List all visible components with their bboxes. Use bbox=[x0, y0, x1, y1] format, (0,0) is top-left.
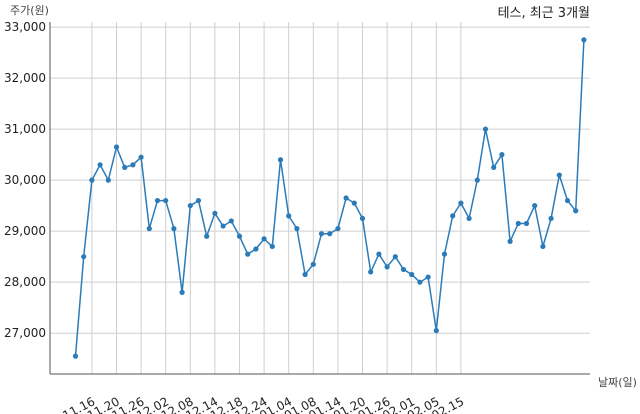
data-point bbox=[343, 195, 349, 201]
grid-lines bbox=[50, 22, 590, 374]
data-point bbox=[105, 177, 111, 183]
y-tick-label: 30,000 bbox=[4, 173, 46, 187]
data-point bbox=[146, 226, 152, 232]
data-point bbox=[253, 246, 259, 252]
data-point bbox=[113, 144, 120, 150]
y-axis-title: 주가(원) bbox=[10, 4, 49, 17]
data-point bbox=[359, 215, 366, 222]
y-tick-label: 31,000 bbox=[4, 122, 46, 136]
y-tick-label: 32,000 bbox=[4, 71, 46, 85]
data-point bbox=[532, 203, 538, 209]
data-point bbox=[515, 220, 521, 227]
data-point bbox=[195, 197, 202, 204]
data-point bbox=[245, 251, 251, 257]
price-series-line bbox=[74, 39, 585, 357]
data-point bbox=[507, 238, 513, 244]
data-point bbox=[212, 210, 218, 216]
data-point bbox=[228, 218, 234, 224]
data-point bbox=[425, 274, 431, 280]
y-tick-label: 33,000 bbox=[4, 20, 46, 34]
data-point bbox=[548, 215, 554, 222]
y-tick-label: 28,000 bbox=[4, 275, 46, 289]
data-point bbox=[482, 126, 489, 132]
data-point bbox=[236, 233, 243, 239]
data-point bbox=[327, 231, 333, 237]
data-point bbox=[286, 213, 292, 219]
data-point bbox=[400, 266, 407, 273]
y-tick-labels: 27,000 28,000 29,000 30,000 31,000 32,000 33,0… bbox=[4, 20, 46, 340]
data-point bbox=[556, 172, 562, 178]
data-point bbox=[581, 37, 587, 43]
data-point bbox=[458, 200, 464, 206]
data-point bbox=[450, 213, 456, 219]
data-point bbox=[491, 164, 497, 170]
data-point bbox=[499, 152, 505, 158]
data-point bbox=[302, 271, 308, 278]
data-point bbox=[441, 251, 448, 257]
data-point bbox=[294, 226, 300, 232]
data-point bbox=[130, 162, 136, 168]
data-point bbox=[368, 269, 374, 275]
x-axis-title: 날짜(일) bbox=[598, 375, 637, 389]
data-point bbox=[523, 220, 530, 227]
chart-title: 테스, 최근 3개월 bbox=[498, 6, 590, 21]
data-point bbox=[384, 264, 390, 270]
data-point bbox=[409, 271, 415, 278]
data-point bbox=[392, 254, 398, 260]
data-point bbox=[277, 157, 284, 163]
data-point bbox=[81, 254, 87, 260]
data-point bbox=[179, 289, 185, 295]
data-point bbox=[466, 215, 472, 222]
data-point bbox=[310, 261, 316, 267]
data-point bbox=[154, 197, 161, 204]
y-tick-label: 29,000 bbox=[4, 224, 46, 238]
data-point bbox=[433, 328, 439, 334]
data-point bbox=[138, 154, 144, 160]
axes bbox=[49, 22, 590, 375]
data-point bbox=[318, 231, 325, 237]
data-point bbox=[72, 353, 79, 359]
data-point bbox=[89, 177, 95, 183]
data-point bbox=[564, 197, 571, 204]
y-tick-label: 27,000 bbox=[4, 326, 46, 340]
data-point bbox=[540, 243, 546, 250]
data-point bbox=[261, 236, 267, 242]
data-point bbox=[97, 162, 103, 168]
data-point bbox=[351, 200, 357, 206]
data-point bbox=[335, 226, 341, 232]
data-point bbox=[573, 208, 579, 214]
data-point bbox=[269, 243, 275, 250]
data-point bbox=[122, 164, 128, 170]
data-point bbox=[204, 233, 210, 239]
price-series-points bbox=[72, 37, 587, 359]
data-point bbox=[187, 203, 193, 209]
x-tick-labels: 11.1611.2011.2612.0212.0812.1412.1812.24… bbox=[60, 394, 466, 414]
data-point bbox=[171, 226, 177, 232]
data-point bbox=[376, 251, 382, 257]
data-point bbox=[163, 197, 169, 204]
data-point bbox=[417, 279, 423, 285]
data-point bbox=[220, 223, 226, 229]
data-point bbox=[474, 177, 480, 183]
